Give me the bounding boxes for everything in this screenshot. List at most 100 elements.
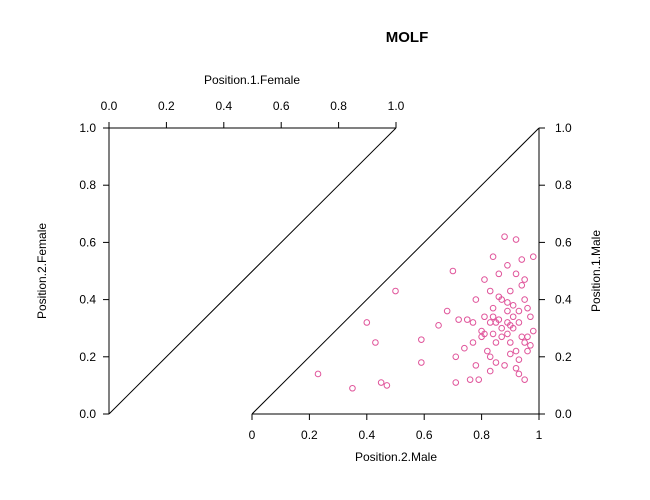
female-top-axis-label: Position.1.Female [204, 73, 300, 87]
scatter-point [524, 304, 531, 312]
scatter-point [452, 353, 460, 361]
scatter-point [504, 330, 511, 338]
female-top-tick-label: 0.6 [273, 99, 290, 113]
scatter-point [509, 313, 517, 321]
scatter-point [418, 336, 425, 343]
scatter-point [418, 359, 425, 366]
male-bottom-axis-label: Position.2.Male [355, 450, 437, 464]
scatter-point [501, 362, 508, 369]
male-bottom-tick-label: 0.6 [416, 428, 433, 442]
scatter-point [507, 350, 514, 358]
scatter-point [498, 333, 505, 341]
scatter-point [466, 376, 474, 383]
scatter-point [524, 333, 531, 341]
scatter-point [475, 376, 483, 383]
scatter-point [512, 347, 520, 355]
female-left-tick-label: 0.4 [79, 293, 96, 307]
female-left-axis-label: Position.2.Female [35, 223, 49, 319]
female-left-tick-label: 0.0 [79, 407, 96, 421]
scatter-point [504, 299, 511, 306]
female-left-ticks: 0.0 0.2 0.4 0.6 0.8 1.0 [79, 121, 109, 421]
scatter-point [481, 330, 488, 338]
male-bottom-tick-label: 0.4 [358, 428, 375, 442]
scatter-point [518, 282, 526, 289]
male-right-ticks: 0.0 0.2 0.4 0.6 0.8 1.0 [539, 121, 572, 421]
male-diagonal [251, 127, 540, 415]
scatter-point [521, 339, 528, 346]
scatter-point [527, 342, 534, 349]
scatter-point [504, 307, 511, 315]
female-top-tick-label: 0.8 [330, 99, 347, 113]
male-bottom-tick-label: 0 [249, 428, 256, 442]
male-bottom-tick-label: 0.2 [301, 428, 318, 442]
female-top-tick-label: 0.2 [158, 99, 175, 113]
male-right-axis-label: Position.1.Male [589, 230, 603, 312]
scatter-point [504, 261, 511, 269]
male-bottom-ticks: 0 0.2 0.4 0.6 0.8 1 [249, 414, 543, 442]
female-top-ticks: 0.0 0.2 0.4 0.6 0.8 1.0 [101, 99, 405, 128]
scatter-point [512, 270, 520, 278]
male-points [314, 233, 537, 392]
scatter-point [495, 316, 503, 323]
scatter-point [507, 287, 514, 295]
female-panel: 0.0 0.2 0.4 0.6 0.8 1.0 0.0 0.2 0.4 0.6 0.8 1.0 Po… [35, 73, 405, 421]
male-right-tick-label: 1.0 [555, 121, 572, 135]
scatter-point [521, 296, 528, 303]
chart-title: MOLF [386, 29, 429, 46]
scatter-point [509, 324, 517, 332]
scatter-point [481, 276, 488, 283]
scatter-point [461, 344, 468, 352]
scatter-point [529, 253, 537, 261]
male-right-tick-label: 0.4 [555, 293, 572, 307]
scatter-point [489, 253, 497, 261]
female-top-tick-label: 0.4 [215, 99, 232, 113]
female-top-tick-label: 1.0 [388, 99, 405, 113]
male-right-tick-label: 0.8 [555, 178, 572, 192]
scatter-point [486, 287, 494, 295]
scatter-point [455, 316, 462, 323]
female-diagonal [108, 127, 397, 415]
male-right-tick-label: 0.0 [555, 407, 572, 421]
scatter-point [449, 267, 457, 275]
scatter-point [515, 307, 523, 315]
scatter-point [492, 359, 500, 366]
scatter-point [452, 379, 460, 386]
scatter-point [392, 287, 399, 295]
scatter-point [463, 316, 471, 323]
scatter-point [489, 313, 497, 321]
scatter-point [518, 333, 526, 341]
scatter-point [472, 362, 480, 369]
scatter-point [512, 236, 520, 243]
female-left-tick-label: 0.6 [79, 235, 96, 249]
scatter-point [515, 356, 523, 363]
scatter-point [515, 370, 523, 378]
male-right-tick-label: 0.6 [555, 235, 572, 249]
scatter-point [489, 330, 497, 338]
male-right-tick-label: 0.2 [555, 350, 572, 364]
scatter-point [469, 319, 477, 326]
male-bottom-tick-label: 0.8 [473, 428, 490, 442]
scatter-point [512, 364, 520, 372]
female-left-tick-label: 0.8 [79, 178, 96, 192]
scatter-point [509, 302, 517, 309]
scatter-point [518, 256, 526, 263]
female-left-tick-label: 0.2 [79, 350, 96, 364]
scatter-point [489, 304, 497, 312]
scatter-point [435, 322, 442, 329]
scatter-point [498, 324, 505, 332]
scatter-point [372, 339, 379, 346]
scatter-point [486, 367, 494, 375]
scatter-point [527, 313, 534, 321]
scatter-point [486, 319, 494, 326]
scatter-point [529, 327, 537, 335]
male-panel: 0 0.2 0.4 0.6 0.8 1 0.0 0.2 0.4 0.6 0.8 1.0 Positi… [249, 121, 603, 464]
male-bottom-tick-label: 1 [536, 428, 543, 442]
scatter-point [521, 376, 528, 383]
scatter-point [383, 382, 391, 389]
scatter-point [481, 313, 488, 321]
scatter-point [472, 296, 480, 303]
scatter-point [469, 339, 477, 346]
scatter-point [498, 296, 505, 303]
scatter-point [492, 339, 500, 346]
